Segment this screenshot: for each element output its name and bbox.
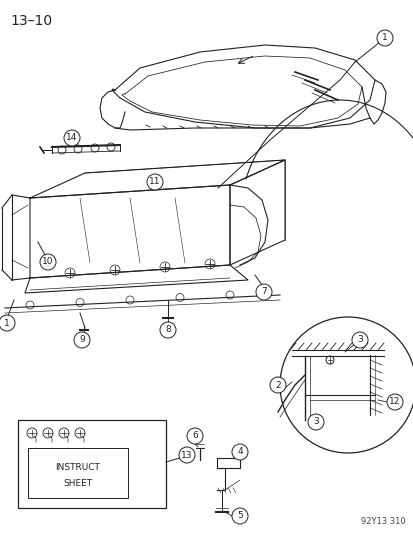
Circle shape [159, 322, 176, 338]
Circle shape [0, 315, 15, 331]
Circle shape [307, 414, 323, 430]
Text: 2: 2 [275, 381, 280, 390]
Text: 92Y13 310: 92Y13 310 [361, 517, 405, 526]
Circle shape [147, 174, 163, 190]
Text: 8: 8 [165, 326, 171, 335]
Text: 14: 14 [66, 133, 78, 142]
Circle shape [255, 284, 271, 300]
Text: 7: 7 [261, 287, 266, 296]
Circle shape [178, 447, 195, 463]
Circle shape [269, 377, 285, 393]
Text: 1: 1 [4, 319, 10, 327]
Text: 12: 12 [388, 398, 400, 407]
Text: 10: 10 [42, 257, 54, 266]
Text: INSTRUCT: INSTRUCT [55, 464, 100, 472]
Text: 4: 4 [237, 448, 242, 456]
Circle shape [279, 317, 413, 453]
Bar [28, 448, 128, 498]
Text: SHEET: SHEET [63, 480, 93, 489]
Circle shape [376, 30, 392, 46]
Circle shape [74, 332, 90, 348]
Bar [18, 420, 166, 508]
Text: 3: 3 [356, 335, 362, 344]
Text: 5: 5 [237, 512, 242, 521]
Text: 9: 9 [79, 335, 85, 344]
Text: 6: 6 [192, 432, 197, 440]
Text: 1: 1 [381, 34, 387, 43]
Text: 11: 11 [149, 177, 160, 187]
Circle shape [187, 428, 202, 444]
Circle shape [40, 254, 56, 270]
Circle shape [64, 130, 80, 146]
Circle shape [231, 444, 247, 460]
Text: 13: 13 [181, 450, 192, 459]
Text: 3: 3 [312, 417, 318, 426]
Text: 13–10: 13–10 [10, 14, 52, 28]
Circle shape [231, 508, 247, 524]
Circle shape [351, 332, 367, 348]
Circle shape [386, 394, 402, 410]
